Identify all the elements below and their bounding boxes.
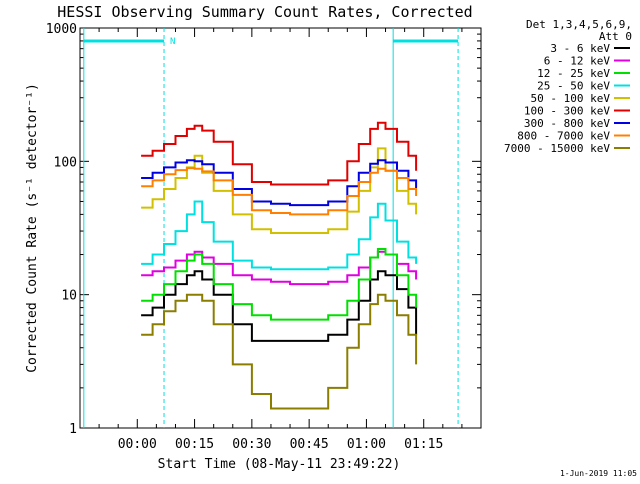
series-line [141,200,418,271]
legend-entry-label: 25 - 50 keV [537,80,610,93]
series-line [141,270,418,342]
series-line [141,293,418,410]
series-line [141,248,418,321]
legend-entry-label: 50 - 100 keV [531,92,611,105]
legend-entry-label: 300 - 800 keV [524,117,610,130]
series-line [141,121,418,186]
x-tick-label: 01:15 [404,437,443,452]
y-tick-label: 1000 [46,22,77,37]
y-axis-label: Corrected Count Rate (s⁻¹ detector⁻¹) [25,83,40,373]
legend-entry-label: 6 - 12 keV [544,55,611,68]
series-line [141,159,418,207]
y-tick-label: 1 [69,422,77,437]
legend-header-line-2: Att 0 [599,30,632,43]
x-tick-label: 00:00 [118,437,157,452]
legend-entry-label: 7000 - 15000 keV [504,142,610,155]
annotation-label: N [170,37,175,47]
chart-title: HESSI Observing Summary Count Rates, Cor… [57,3,472,21]
legend-entry-label: 800 - 7000 keV [517,130,610,143]
x-tick-label: 01:00 [347,437,386,452]
x-tick-label: 00:15 [175,437,214,452]
legend-entry-label: 3 - 6 keV [550,42,610,55]
x-tick-label: 00:45 [290,437,329,452]
legend-header-line-1: Det 1,3,4,5,6,9, [526,18,632,31]
plot-frame [79,27,482,429]
series-line [141,147,418,234]
series-line [141,167,418,216]
y-tick-label: 10 [61,289,77,304]
x-axis-label: Start Time (08-May-11 23:49:22) [158,457,401,472]
timestamp: 1-Jun-2019 11:05 [560,469,637,478]
x-tick-label: 00:30 [232,437,271,452]
legend-entry-label: 12 - 25 keV [537,67,610,80]
legend-entry-label: 100 - 300 keV [524,105,610,118]
y-tick-label: 100 [54,155,77,170]
